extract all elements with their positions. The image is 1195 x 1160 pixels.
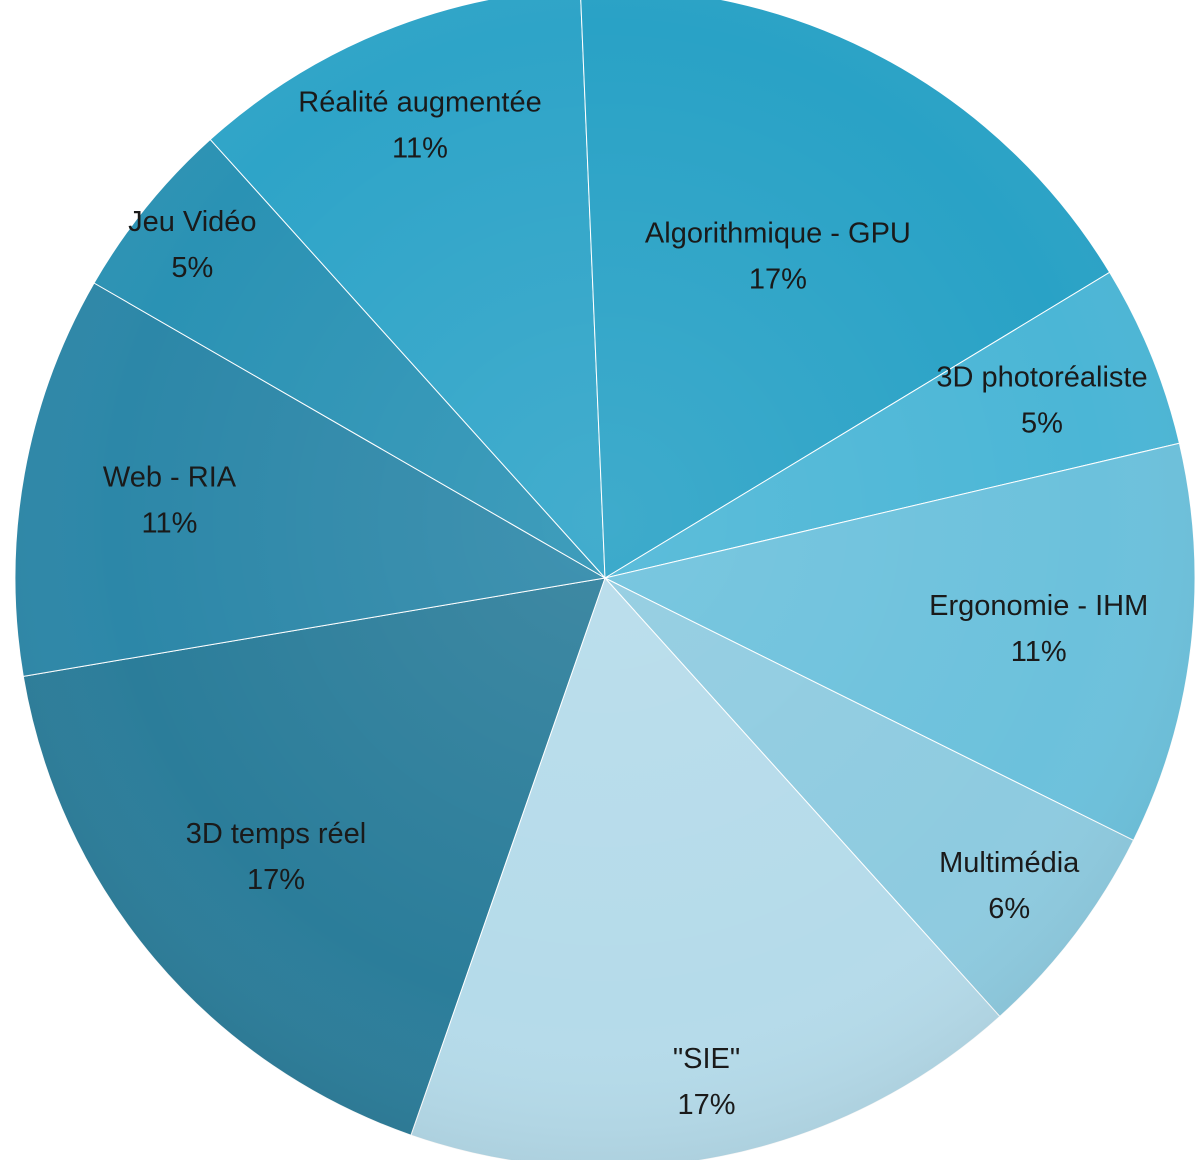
slice-label-sie: "SIE" bbox=[673, 1043, 740, 1075]
slices-layer bbox=[14, 0, 1195, 1160]
slice-percent-algorithmique-gpu: 17% bbox=[749, 264, 807, 296]
slice-percent-multimedia: 6% bbox=[988, 893, 1030, 925]
slice-percent-3d-temps-reel: 17% bbox=[247, 864, 305, 896]
slice-label-ergonomie-ihm: Ergonomie - IHM bbox=[929, 590, 1148, 622]
slice-label-multimedia: Multimédia bbox=[939, 847, 1080, 879]
slice-label-web-ria: Web - RIA bbox=[103, 462, 237, 494]
slice-label-algorithmique-gpu: Algorithmique - GPU bbox=[645, 218, 911, 250]
slice-label-jeu-video: Jeu Vidéo bbox=[128, 206, 256, 238]
slice-label-3d-photorealiste: 3D photoréaliste bbox=[936, 362, 1147, 394]
slice-label-3d-temps-reel: 3D temps réel bbox=[186, 818, 367, 850]
labels-layer: Réalité augmentée 11% Algorithmique - GPU 1… bbox=[103, 87, 1148, 1122]
slice-percent-jeu-video: 5% bbox=[171, 252, 213, 284]
slice-percent-web-ria: 11% bbox=[142, 508, 198, 540]
slice-percent-3d-photorealiste: 5% bbox=[1021, 408, 1063, 440]
slice-label-realite-augmentee: Réalité augmentée bbox=[298, 87, 541, 119]
slice-percent-sie: 17% bbox=[677, 1089, 735, 1121]
slice-percent-ergonomie-ihm: 11% bbox=[1011, 636, 1067, 668]
slice-percent-realite-augmentee: 11% bbox=[392, 133, 448, 165]
